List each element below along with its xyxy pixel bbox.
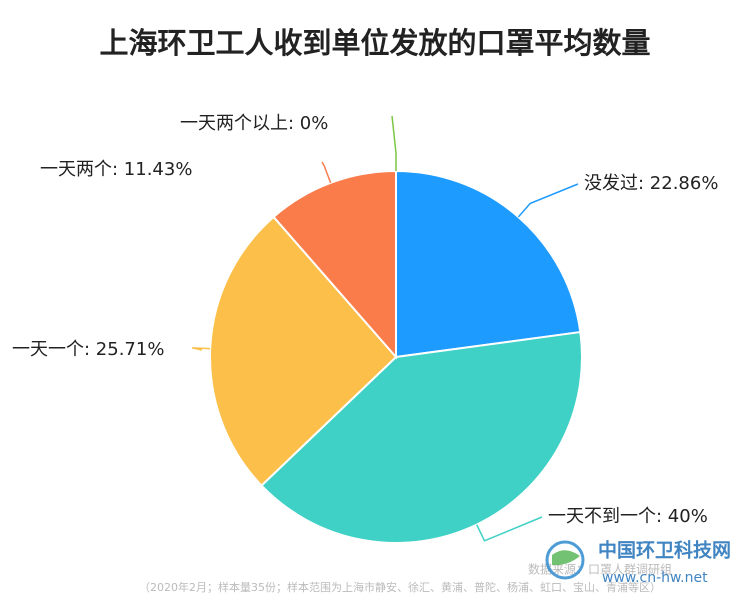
watermark-url: www.cn-hw.net (602, 570, 708, 586)
watermark: 中国环卫科技网 www.cn-hw.net (545, 538, 731, 586)
source: 数据来源：口罩人群调研组 (528, 562, 672, 577)
leader-line (391, 115, 397, 171)
watermark-logo-leaf (552, 550, 580, 566)
chart-title: 上海环卫工人收到单位发放的口罩平均数量 (99, 26, 650, 60)
watermark-name: 中国环卫科技网 (598, 538, 731, 561)
pie-slice (272, 169, 397, 360)
leader-line (192, 347, 211, 351)
data-label: 一天两个: 11.43% (40, 159, 192, 180)
pie-slice (395, 169, 582, 359)
pie-slice (209, 215, 398, 487)
footnote: （2020年2月；样本量35份；样本范围为上海市静安、徐汇、黄浦、普陀、杨浦、虹… (139, 580, 661, 594)
data-label: 一天两个以上: 0% (180, 113, 328, 134)
leader-line (517, 183, 579, 218)
data-label: 一天不到一个: 40% (548, 506, 708, 527)
leader-line (475, 516, 543, 542)
leader-line (321, 161, 332, 184)
data-label: 没发过: 22.86% (584, 173, 718, 194)
data-label: 一天一个: 25.71% (12, 339, 164, 360)
watermark-logo (545, 540, 585, 580)
